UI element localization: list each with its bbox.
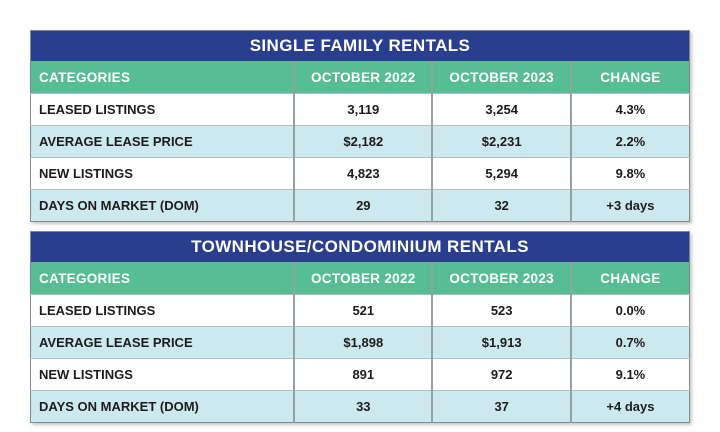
- table-row-average-lease-price: AVERAGE LEASE PRICE $2,182 $2,231 2.2%: [30, 125, 690, 158]
- change-cell: 2.2%: [569, 125, 690, 158]
- table-row-leased-listings: LEASED LISTINGS 521 523 0.0%: [30, 294, 690, 327]
- category-cell: LEASED LISTINGS: [30, 294, 295, 327]
- column-header-october-2023: OCTOBER 2023: [431, 61, 571, 94]
- change-cell: 0.0%: [569, 294, 690, 327]
- value-cell-oct2022: $1,898: [293, 326, 433, 359]
- table-title-row: SINGLE FAMILY RENTALS: [30, 30, 690, 61]
- value-cell-oct2023: 523: [431, 294, 571, 327]
- category-cell: AVERAGE LEASE PRICE: [30, 326, 295, 359]
- category-cell: LEASED LISTINGS: [30, 93, 295, 126]
- value-cell-oct2022: 521: [293, 294, 433, 327]
- table-title-row: TOWNHOUSE/CONDOMINIUM RENTALS: [30, 231, 690, 262]
- category-cell: DAYS ON MARKET (DOM): [30, 189, 295, 222]
- value-cell-oct2022: 891: [293, 358, 433, 391]
- category-cell: NEW LISTINGS: [30, 358, 295, 391]
- value-cell-oct2023: $2,231: [431, 125, 571, 158]
- column-header-change: CHANGE: [569, 262, 690, 295]
- table-row-days-on-market: DAYS ON MARKET (DOM) 29 32 +3 days: [30, 189, 690, 222]
- value-cell-oct2022: 33: [293, 390, 433, 423]
- value-cell-oct2023: 5,294: [431, 157, 571, 190]
- value-cell-oct2022: 29: [293, 189, 433, 222]
- column-header-categories: CATEGORIES: [30, 61, 295, 94]
- value-cell-oct2023: 972: [431, 358, 571, 391]
- table-title: SINGLE FAMILY RENTALS: [30, 30, 690, 61]
- category-cell: DAYS ON MARKET (DOM): [30, 390, 295, 423]
- table-row-days-on-market: DAYS ON MARKET (DOM) 33 37 +4 days: [30, 390, 690, 423]
- column-header-row: CATEGORIES OCTOBER 2022 OCTOBER 2023 CHA…: [30, 61, 690, 94]
- column-header-october-2023: OCTOBER 2023: [431, 262, 571, 295]
- value-cell-oct2022: 3,119: [293, 93, 433, 126]
- value-cell-oct2022: $2,182: [293, 125, 433, 158]
- townhouse-condominium-rentals-table: TOWNHOUSE/CONDOMINIUM RENTALS CATEGORIES…: [30, 231, 690, 423]
- table-row-leased-listings: LEASED LISTINGS 3,119 3,254 4.3%: [30, 93, 690, 126]
- change-cell: +3 days: [569, 189, 690, 222]
- change-cell: 9.1%: [569, 358, 690, 391]
- value-cell-oct2023: 32: [431, 189, 571, 222]
- table-title: TOWNHOUSE/CONDOMINIUM RENTALS: [30, 231, 690, 262]
- category-cell: NEW LISTINGS: [30, 157, 295, 190]
- column-header-october-2022: OCTOBER 2022: [293, 262, 433, 295]
- value-cell-oct2023: 3,254: [431, 93, 571, 126]
- category-cell: AVERAGE LEASE PRICE: [30, 125, 295, 158]
- change-cell: 4.3%: [569, 93, 690, 126]
- value-cell-oct2022: 4,823: [293, 157, 433, 190]
- column-header-change: CHANGE: [569, 61, 690, 94]
- table-row-new-listings: NEW LISTINGS 891 972 9.1%: [30, 358, 690, 391]
- table-row-average-lease-price: AVERAGE LEASE PRICE $1,898 $1,913 0.7%: [30, 326, 690, 359]
- column-header-categories: CATEGORIES: [30, 262, 295, 295]
- change-cell: +4 days: [569, 390, 690, 423]
- change-cell: 9.8%: [569, 157, 690, 190]
- column-header-october-2022: OCTOBER 2022: [293, 61, 433, 94]
- table-row-new-listings: NEW LISTINGS 4,823 5,294 9.8%: [30, 157, 690, 190]
- column-header-row: CATEGORIES OCTOBER 2022 OCTOBER 2023 CHA…: [30, 262, 690, 295]
- change-cell: 0.7%: [569, 326, 690, 359]
- value-cell-oct2023: $1,913: [431, 326, 571, 359]
- single-family-rentals-table: SINGLE FAMILY RENTALS CATEGORIES OCTOBER…: [30, 30, 690, 222]
- value-cell-oct2023: 37: [431, 390, 571, 423]
